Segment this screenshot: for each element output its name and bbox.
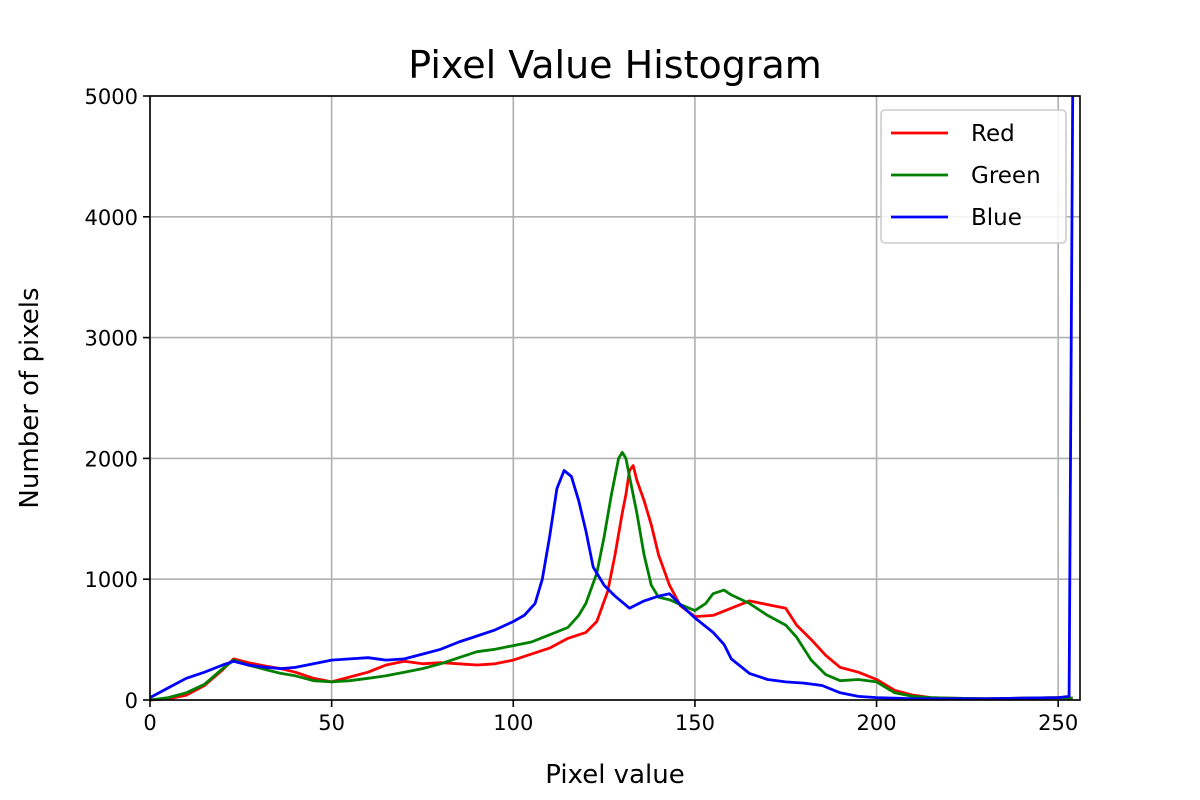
chart-title: Pixel Value Histogram xyxy=(408,43,822,87)
series-lines xyxy=(149,95,1075,702)
y-tick-label: 4000 xyxy=(85,206,138,230)
y-tick-label: 5000 xyxy=(85,85,138,109)
x-axis-label: Pixel value xyxy=(545,760,684,790)
x-tick-label: 150 xyxy=(675,711,715,735)
legend-label-blue: Blue xyxy=(971,205,1022,231)
x-tick-label: 200 xyxy=(857,711,897,735)
y-tick-label: 2000 xyxy=(85,447,138,471)
y-tick-label: 0 xyxy=(125,689,138,713)
series-line-green xyxy=(149,451,1073,702)
y-tick-label: 3000 xyxy=(85,327,138,351)
legend-label-green: Green xyxy=(971,163,1041,189)
y-tick-label: 1000 xyxy=(85,568,138,592)
legend-box xyxy=(880,109,1067,244)
x-tick-label: 50 xyxy=(318,711,345,735)
legend: Red Green Blue xyxy=(880,109,1067,244)
x-tick-label: 250 xyxy=(1038,711,1078,735)
series-line-blue xyxy=(149,95,1075,701)
legend-label-red: Red xyxy=(971,121,1015,147)
x-tick-label: 100 xyxy=(493,711,533,735)
y-axis-label: Number of pixels xyxy=(15,287,45,508)
plot-frame xyxy=(149,95,1081,701)
x-tick-label: 0 xyxy=(143,711,156,735)
series-line-red xyxy=(149,464,1073,702)
axis-ticks: 0 50 100 150 200 250 0 1000 2000 3000 4000 5000 xyxy=(85,85,1079,735)
